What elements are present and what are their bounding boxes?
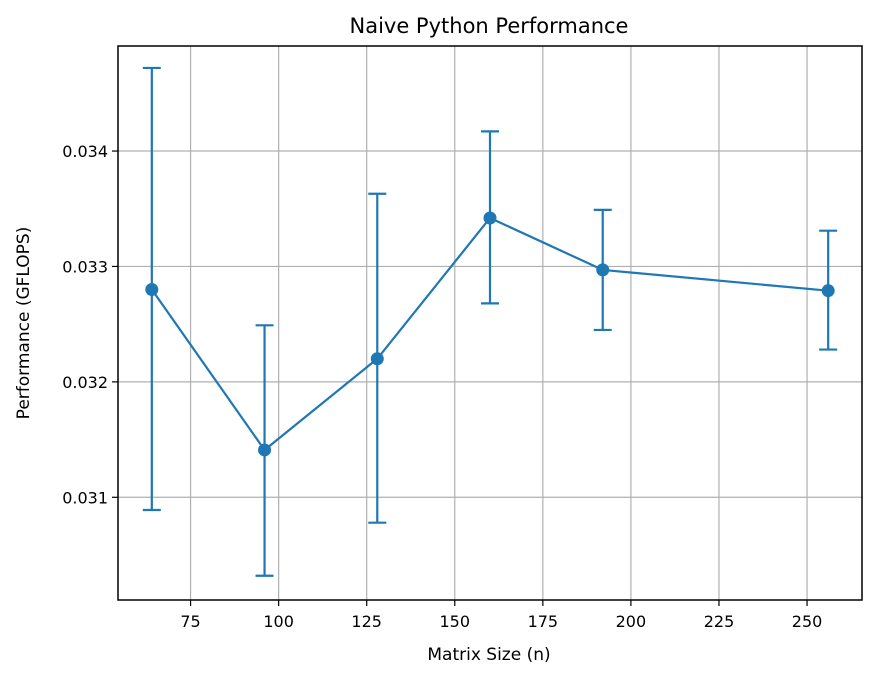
x-tick-label: 150 — [439, 612, 470, 631]
data-point — [596, 263, 610, 277]
data-point — [370, 352, 384, 366]
x-axis-label: Matrix Size (n) — [427, 645, 550, 665]
data-point — [145, 283, 159, 297]
x-tick-label: 175 — [528, 612, 559, 631]
data-point — [483, 211, 497, 225]
series-line — [150, 216, 829, 452]
x-tick-label: 100 — [263, 612, 294, 631]
series-layer — [142, 66, 838, 577]
plot-frame — [117, 45, 863, 601]
y-tick-label: 0.033 — [62, 257, 108, 276]
data-point — [821, 284, 835, 298]
data-point — [258, 443, 272, 457]
x-tick-label: 125 — [351, 612, 382, 631]
x-tick-label: 200 — [616, 612, 647, 631]
x-tick-label: 225 — [704, 612, 735, 631]
grid — [118, 46, 862, 600]
chart-title: Naive Python Performance — [350, 14, 629, 38]
y-tick-label: 0.034 — [62, 142, 108, 161]
y-tick-label: 0.031 — [62, 488, 108, 507]
x-tick-label: 75 — [180, 612, 200, 631]
x-tick-label: 250 — [792, 612, 823, 631]
y-tick-label: 0.032 — [62, 373, 108, 392]
y-axis-label: Performance (GFLOPS) — [14, 227, 34, 420]
ticks: 75 100 125 150 175 200 225 250 0.031 0.032 0.033 0.… — [62, 142, 822, 631]
